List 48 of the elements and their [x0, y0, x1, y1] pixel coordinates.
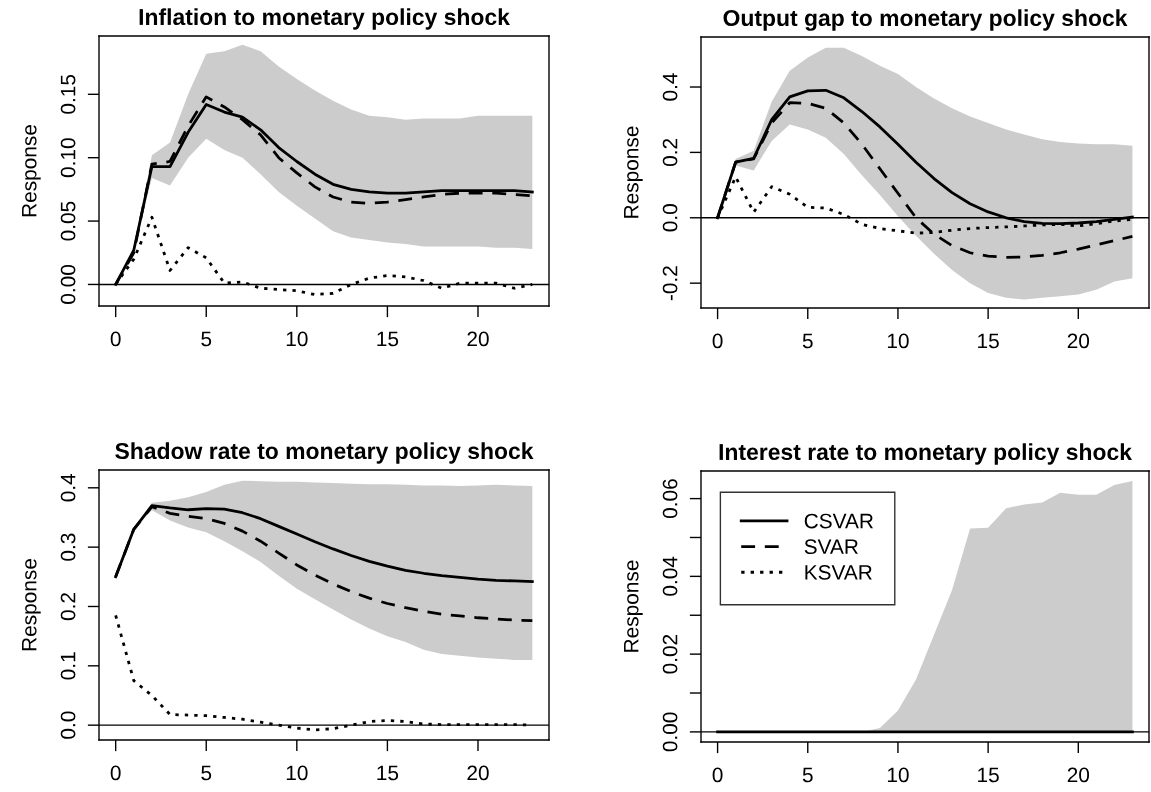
- y-axis-title: Response: [22, 125, 41, 217]
- y-tick-label: 0.04: [662, 556, 678, 596]
- y-tick-label: 0.4: [60, 473, 76, 502]
- y-tick-label: 0.1: [60, 652, 76, 680]
- x-tick-label: 5: [802, 333, 813, 349]
- y-tick-label: 0.2: [60, 593, 76, 621]
- x-tick-label: 5: [201, 765, 212, 781]
- x-tick-label: 10: [887, 333, 909, 349]
- y-tick-label: 0.02: [662, 634, 678, 674]
- legend-label: KSVAR: [805, 564, 872, 580]
- x-tick-label: 15: [978, 333, 999, 349]
- legend-label: CSVAR: [804, 513, 873, 529]
- x-tick-label: 0: [110, 331, 121, 347]
- y-tick-label: 0.0: [662, 204, 678, 232]
- x-tick-label: 0: [712, 333, 723, 349]
- y-tick-label: 0.0: [60, 711, 76, 739]
- x-tick-label: 15: [978, 767, 999, 783]
- x-tick-label: 20: [1067, 767, 1090, 783]
- x-tick-label: 0: [110, 765, 121, 781]
- x-tick-label: 20: [467, 765, 489, 781]
- y-tick-label: 0.10: [60, 138, 76, 178]
- x-tick-label: 20: [1067, 333, 1090, 349]
- x-tick-label: 0: [712, 767, 723, 783]
- x-tick-label: 10: [286, 331, 308, 347]
- y-tick-label: 0.00: [662, 712, 678, 752]
- x-tick-label: 10: [887, 767, 909, 783]
- chart-title: Shadow rate to monetary policy shock: [115, 442, 534, 464]
- x-tick-label: 15: [377, 331, 399, 347]
- y-tick-label: 0.4: [662, 73, 678, 101]
- y-tick-label: 0.06: [662, 479, 678, 519]
- chart-title: Interest rate to monetary policy shock: [719, 443, 1132, 465]
- y-tick-label: 0.05: [60, 201, 76, 241]
- y-axis-title: Response: [22, 559, 41, 651]
- x-tick-label: 10: [286, 765, 308, 781]
- y-tick-label: 0.3: [60, 533, 76, 561]
- legend-label: SVAR: [804, 539, 858, 555]
- y-tick-label: -0.2: [662, 266, 678, 301]
- x-tick-label: 5: [802, 767, 813, 783]
- x-tick-label: 5: [201, 331, 212, 347]
- chart-title: Inflation to monetary policy shock: [139, 8, 510, 30]
- y-axis-title: Response: [624, 126, 643, 218]
- y-axis-title: Response: [624, 560, 643, 652]
- chart-title: Output gap to monetary policy shock: [723, 9, 1128, 31]
- x-tick-label: 15: [377, 765, 399, 781]
- y-tick-label: 0.00: [60, 264, 76, 304]
- y-tick-label: 0.15: [60, 74, 76, 114]
- y-tick-label: 0.2: [662, 138, 678, 167]
- x-tick-label: 20: [467, 331, 489, 347]
